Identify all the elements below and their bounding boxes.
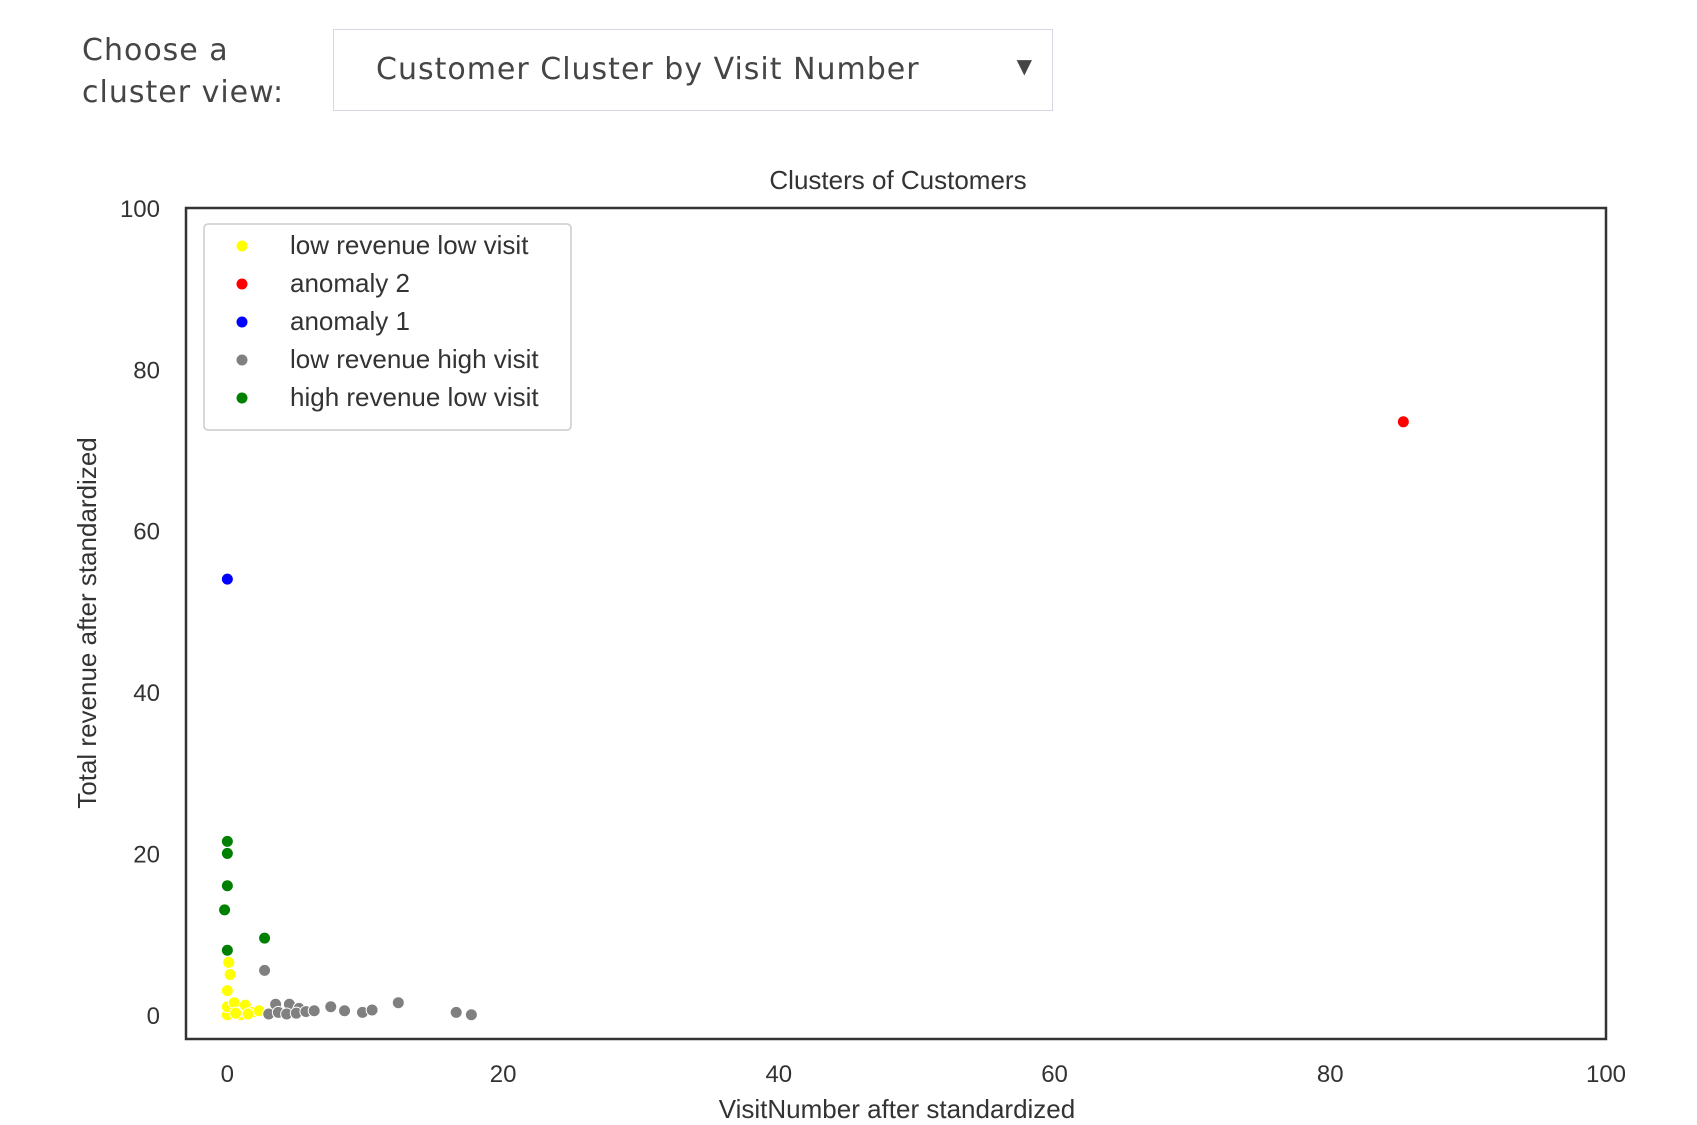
legend-marker-anomaly-2 — [235, 277, 249, 291]
legend: low revenue low visit anomaly 2 anomaly 1 l… — [203, 223, 572, 431]
data-point-high-revenue-low-visit — [258, 931, 272, 945]
y-tick-label: 0 — [147, 1003, 160, 1030]
legend-marker-low-revenue-high-visit — [235, 353, 249, 367]
data-point-high-revenue-low-visit — [220, 834, 234, 848]
y-tick-label: 100 — [120, 196, 160, 223]
data-point-low-revenue-low-visit — [220, 984, 234, 998]
legend-frame — [203, 223, 572, 431]
x-tick-label: 100 — [1586, 1061, 1626, 1088]
data-point-low-revenue-high-visit — [324, 1000, 338, 1014]
data-point-low-revenue-low-visit — [223, 967, 237, 981]
x-tick-label: 80 — [1317, 1061, 1344, 1088]
legend-label: anomaly 2 — [290, 268, 410, 298]
cluster-view-label-line-2: cluster view: — [82, 75, 285, 110]
data-point-low-revenue-high-visit — [338, 1004, 352, 1018]
legend-marker-anomaly-1 — [235, 315, 249, 329]
data-point-anomaly-2 — [1396, 415, 1410, 429]
legend-marker-low-revenue-low-visit — [235, 239, 249, 253]
data-point-high-revenue-low-visit — [220, 879, 234, 893]
data-point-low-revenue-high-visit — [464, 1008, 478, 1022]
y-tick-label: 40 — [133, 680, 160, 707]
data-point-high-revenue-low-visit — [220, 943, 234, 957]
cluster-view-select[interactable]: Customer Cluster by Visit Number ▼ — [333, 29, 1053, 111]
cluster-view-label-line-1: Choose a — [82, 33, 229, 68]
caret-down-icon: ▼ — [1016, 54, 1032, 78]
legend-label: low revenue high visit — [290, 344, 539, 374]
data-point-high-revenue-low-visit — [218, 903, 232, 917]
data-point-low-revenue-high-visit — [449, 1005, 463, 1019]
data-point-low-revenue-low-visit — [229, 1006, 243, 1020]
data-point-low-revenue-high-visit — [307, 1004, 321, 1018]
x-tick-label: 20 — [490, 1061, 517, 1088]
data-point-low-revenue-high-visit — [258, 963, 272, 977]
chart-title: Clusters of Customers — [769, 165, 1026, 195]
y-tick-label: 20 — [133, 841, 160, 868]
x-tick-label: 40 — [765, 1061, 792, 1088]
x-axis-label: VisitNumber after standardized — [719, 1094, 1075, 1124]
data-points — [218, 415, 1410, 1022]
data-point-low-revenue-low-visit — [222, 955, 236, 969]
data-point-high-revenue-low-visit — [220, 846, 234, 860]
x-axis-ticks: 0 20 40 60 80 100 — [221, 1061, 1626, 1088]
data-point-low-revenue-high-visit — [391, 996, 405, 1010]
legend-label: anomaly 1 — [290, 306, 410, 336]
legend-items: low revenue low visit anomaly 2 anomaly 1 l… — [235, 230, 539, 412]
legend-label: high revenue low visit — [290, 382, 539, 412]
legend-marker-high-revenue-low-visit — [235, 391, 249, 405]
data-point-low-revenue-low-visit — [241, 1007, 255, 1021]
legend-label: low revenue low visit — [290, 230, 529, 260]
x-tick-label: 0 — [221, 1061, 234, 1088]
data-point-anomaly-1 — [220, 572, 234, 586]
cluster-view-selected-value: Customer Cluster by Visit Number — [376, 52, 920, 87]
data-point-low-revenue-high-visit — [365, 1003, 379, 1017]
x-tick-label: 60 — [1041, 1061, 1068, 1088]
cluster-view-label: Choose a cluster view: — [82, 30, 322, 114]
y-tick-label: 60 — [133, 519, 160, 546]
y-tick-label: 80 — [133, 357, 160, 384]
y-axis-ticks: 0 20 40 60 80 100 — [120, 196, 160, 1030]
y-axis-label: Total revenue after standardized — [72, 437, 102, 808]
